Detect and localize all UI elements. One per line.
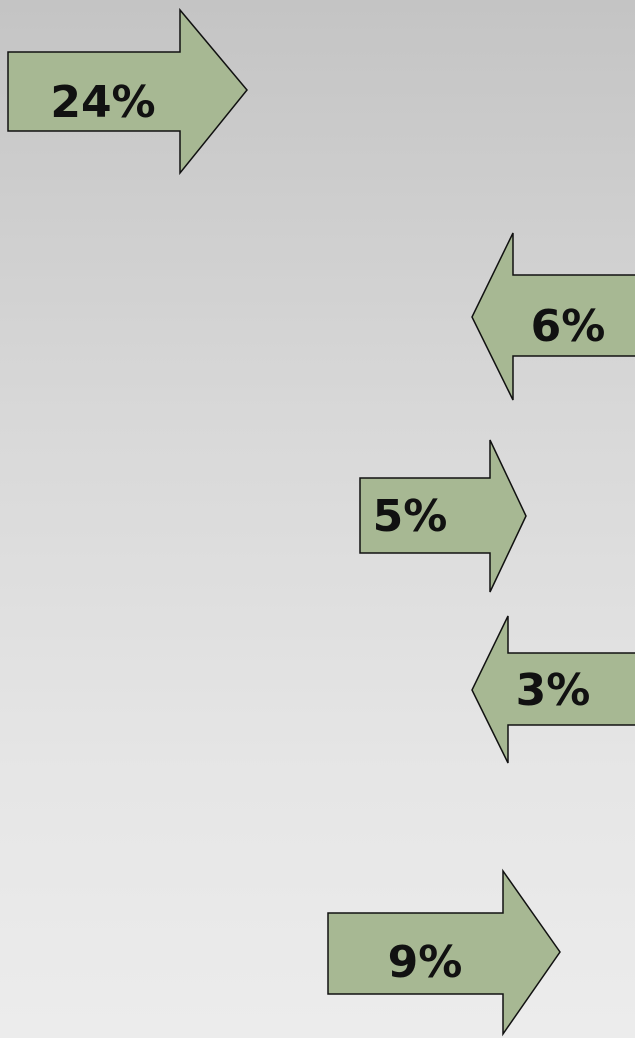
arrow-1: 24% xyxy=(7,7,248,176)
arrow-4: 3% xyxy=(471,615,635,764)
arrow-1-shape xyxy=(7,7,248,176)
arrow-3-label: 5% xyxy=(373,491,448,542)
arrow-5-shape xyxy=(327,868,561,1037)
arrow-2-label: 6% xyxy=(531,301,606,352)
arrow-4-shape xyxy=(471,615,635,764)
arrow-1-label: 24% xyxy=(50,77,155,128)
arrow-3-shape xyxy=(359,439,527,593)
arrow-5: 9% xyxy=(327,868,561,1037)
arrow-4-label: 3% xyxy=(516,665,591,716)
arrow-2: 6% xyxy=(471,232,635,401)
arrow-5-label: 9% xyxy=(388,937,463,988)
arrow-3: 5% xyxy=(359,439,527,593)
arrow-2-shape xyxy=(471,232,635,401)
